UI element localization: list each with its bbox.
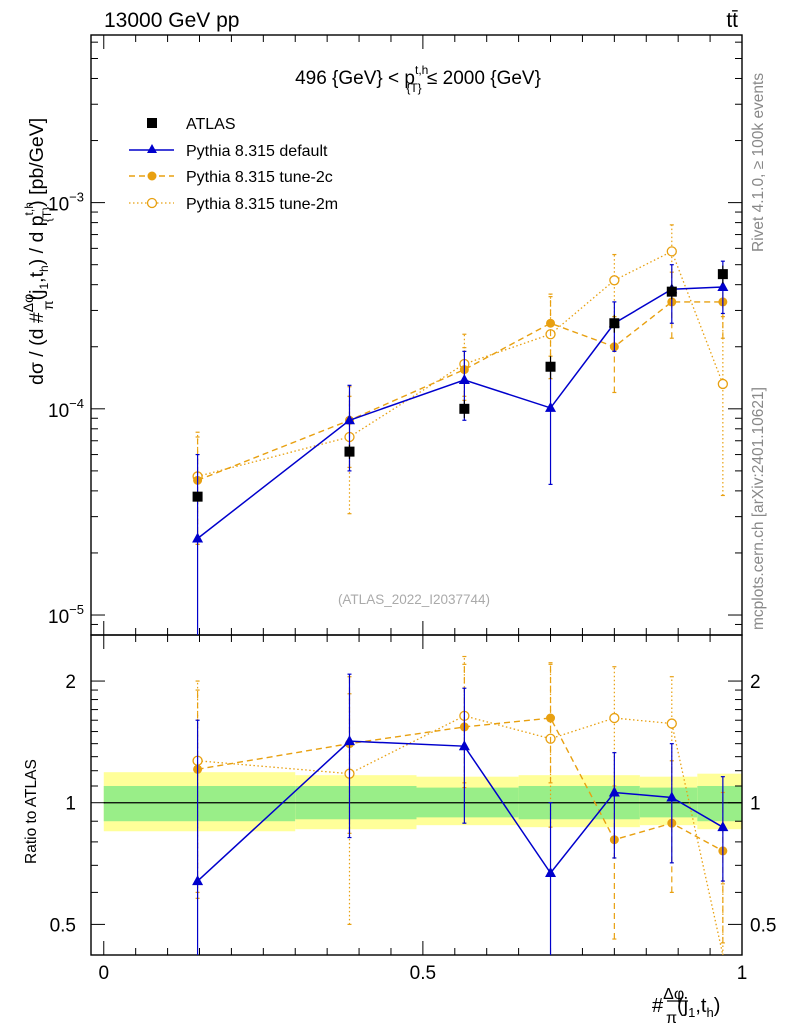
- plot-frames: [90, 34, 743, 956]
- xtick-label-0: 0: [98, 963, 109, 984]
- main-default-point: [545, 401, 557, 412]
- xtick-label-1: 0.5: [410, 963, 436, 984]
- band-inner-5: [697, 785, 742, 822]
- ratio-default-point: [666, 791, 678, 802]
- ratio-default-point: [343, 735, 355, 746]
- main-tune2m-point: [717, 378, 729, 390]
- main-tune2c-line: [197, 301, 723, 481]
- ratio-xlabel: #Δφ π(j1,th): [652, 986, 720, 1024]
- main-default-point: [458, 373, 470, 384]
- ratio-ytick-label-right-1: 1: [750, 794, 761, 815]
- ratio-ytick-label-left-1: 1: [65, 794, 76, 815]
- ratio-ytick-label-right-2: 2: [750, 672, 761, 693]
- legend-atlas-label: ATLAS: [186, 116, 236, 133]
- legend-tune2m-marker: [146, 197, 158, 209]
- header-left: 13000 GeV pp: [104, 9, 239, 32]
- legend-default-label: Pythia 8.315 default: [186, 143, 328, 160]
- main-ylabel: dσ / (d #Δφ π(j1,th) / d pt,h {T}) [pb/GeV…: [20, 118, 56, 385]
- main-atlas-point: [192, 491, 203, 502]
- main-atlas-point: [666, 286, 677, 297]
- xtick-label-2: 1: [737, 963, 748, 984]
- ratio-tune2m-point: [666, 718, 677, 729]
- ratio-ytick-label-left-0: 0.5: [50, 915, 76, 936]
- ratio-frame: [90, 634, 743, 956]
- main-atlas-point: [344, 446, 355, 457]
- legend-atlas-marker: [147, 118, 157, 128]
- main-default-point: [192, 532, 204, 543]
- plot-title: 496 {GeV} < pt,h {T} ≤ 2000 {GeV}: [295, 63, 541, 95]
- ratio-tune2m-line: [197, 715, 724, 956]
- legend-tune2m-label: Pythia 8.315 tune-2m: [186, 196, 338, 213]
- legend: ATLAS Pythia 8.315 default Pythia 8.315 …: [129, 116, 338, 213]
- band-inner-0: [103, 785, 296, 822]
- data-series: [192, 224, 729, 956]
- main-ytick-label-0: 10−5: [48, 602, 84, 628]
- ratio-uncertainty-bands: [103, 772, 742, 832]
- ratio-default-point: [608, 786, 620, 797]
- ratio-tune2m-point: [609, 712, 620, 724]
- header-right: tt̄: [726, 9, 738, 32]
- main-default-point: [343, 414, 355, 425]
- main-tune2m-point: [666, 246, 677, 257]
- main-default-point: [717, 280, 729, 291]
- rivet-label: Rivet 4.1.0, ≥ 100k events: [750, 73, 767, 252]
- axis-ticks: 10−5 10−4 10−3 0.5 0.5 1 1 2 2 0 0.5 1: [48, 35, 776, 984]
- main-ytick-label-1: 10−4: [48, 396, 84, 422]
- ratio-ytick-label-left-2: 2: [65, 672, 76, 693]
- main-tune2c-point: [546, 318, 556, 328]
- analysis-watermark: (ATLAS_2022_I2037744): [338, 592, 490, 607]
- main-atlas-point: [717, 269, 728, 280]
- ratio-default-point: [192, 875, 204, 886]
- ratio-ylabel: Ratio to ATLAS: [23, 759, 40, 864]
- ratio-default-point: [545, 867, 557, 878]
- ratio-tune2c-point: [546, 713, 556, 723]
- main-ytick-label-2: 10−3: [48, 190, 84, 216]
- legend-tune2c-label: Pythia 8.315 tune-2c: [186, 169, 333, 186]
- ratio-ytick-label-right-0: 0.5: [750, 915, 776, 936]
- main-tune2m-point: [609, 275, 620, 286]
- main-atlas-point: [459, 403, 470, 414]
- legend-tune2c-marker: [147, 171, 157, 181]
- mcplots-label: mcplots.cern.ch [arXiv:2401.10621]: [750, 387, 767, 630]
- ratio-default-point: [458, 740, 470, 751]
- main-atlas-point: [545, 361, 556, 372]
- main-atlas-point: [609, 318, 620, 329]
- legend-default-marker: [147, 144, 157, 153]
- ratio-default-point: [717, 821, 729, 832]
